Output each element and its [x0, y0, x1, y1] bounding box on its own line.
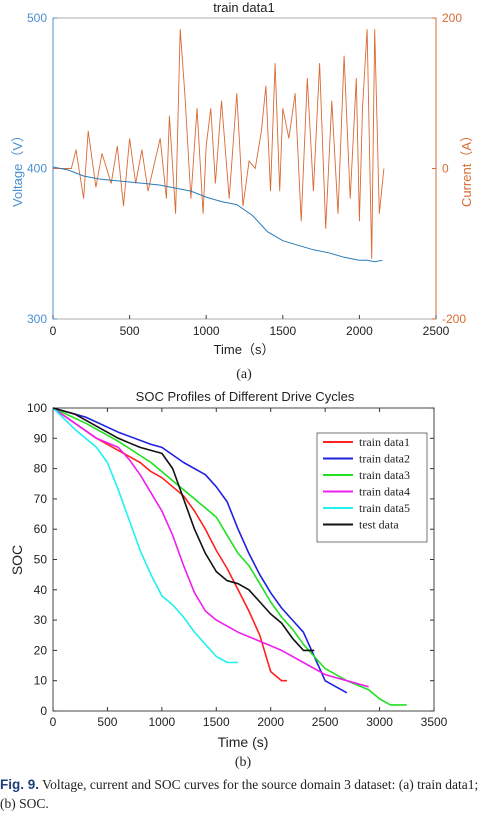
chart-a-xtick-label: 1000 [193, 324, 220, 338]
chart-b-legend-label-train-data2: train data2 [359, 452, 410, 466]
chart-b-ytick-label: 30 [34, 613, 48, 627]
chart-b-legend-label-train-data1: train data1 [359, 435, 410, 449]
chart-b-xtick-label: 3000 [366, 715, 393, 729]
chart-b-line-train-data2 [52, 407, 348, 694]
chart-b-legend-label-train-data3: train data3 [359, 468, 410, 482]
chart-b-ytick-label: 80 [34, 462, 48, 476]
chart-b-ytick-label: 70 [34, 492, 48, 506]
chart-b-xtick-label: 0 [50, 715, 57, 729]
chart-b-ylabel: SOC [9, 545, 25, 575]
chart-a-xtick-label: 2500 [423, 324, 450, 338]
chart-a-current-line [53, 29, 385, 259]
chart-a-xtick-label: 1500 [269, 324, 296, 338]
chart-b-line-train-data4 [52, 407, 369, 688]
chart-b-ytick-label: 20 [34, 643, 48, 657]
chart-a-title: train data1 [213, 0, 274, 15]
chart-a-yleft-tick-label: 300 [27, 312, 47, 326]
chart-b-xtick-label: 3500 [421, 715, 448, 729]
chart-b-ytick-label: 40 [34, 583, 48, 597]
chart-b-legend-label-train-data5: train data5 [359, 501, 410, 515]
chart-a-sublabel: (a) [236, 367, 252, 382]
chart-b-sublabel: (b) [235, 755, 252, 770]
figure-caption: Fig. 9. Voltage, current and SOC curves … [0, 775, 486, 813]
chart-b-line-train-data5 [52, 407, 239, 664]
chart-b-ytick-label: 60 [34, 522, 48, 536]
figure-caption-label: Fig. 9. [0, 777, 40, 792]
chart-b-title: SOC Profiles of Different Drive Cycles [136, 389, 355, 404]
chart-b-legend-label-train-data4: train data4 [359, 485, 410, 499]
chart-a-ylabel-right: Current（A） [459, 129, 474, 207]
chart-b-xtick-label: 2000 [257, 715, 284, 729]
chart-b-ytick-label: 10 [34, 674, 48, 688]
chart-b-ytick-label: 100 [27, 401, 47, 415]
chart-b-line-train-data3 [52, 407, 407, 706]
figure-caption-text: Voltage, current and SOC curves for the … [0, 777, 479, 811]
chart-b-xtick-label: 2500 [312, 715, 339, 729]
chart-b-xlabel: Time (s) [218, 734, 269, 750]
chart-b-ytick-label: 50 [34, 553, 48, 567]
chart-a-xtick-label: 2000 [346, 324, 373, 338]
chart-b-xtick-label: 1500 [203, 715, 230, 729]
chart-b-legend-label-test-data: test data [359, 518, 399, 532]
chart-a-yright-tick-label: -200 [442, 312, 466, 326]
chart-a-yleft-tick-label: 500 [27, 11, 47, 25]
chart-a: train data1 0 500 1000 1500 2000 2500 3004005… [10, 0, 474, 382]
chart-b-ytick-label: 90 [34, 431, 48, 445]
chart-a-yleft-tick-label: 400 [27, 162, 47, 176]
chart-b-line-test-data [52, 407, 315, 652]
chart-a-ylabel-left: Voltage（V） [10, 129, 25, 207]
chart-b-line-train-data1 [52, 407, 287, 682]
chart-a-yright-tick-label: 200 [442, 11, 462, 25]
chart-a-xtick-label: 0 [50, 324, 57, 338]
chart-b-xtick-label: 1000 [149, 715, 176, 729]
chart-b-legend: train data1 train data2 train data3 train d… [316, 432, 428, 543]
chart-b-xtick-label: 500 [97, 715, 117, 729]
chart-a-xtick-label: 500 [120, 324, 140, 338]
chart-a-xlabel: Time（s） [214, 342, 275, 357]
chart-b: SOC Profiles of Different Drive Cycles 0… [9, 389, 448, 770]
chart-b-ytick-label: 0 [40, 704, 47, 718]
chart-a-yright-tick-label: 0 [442, 162, 449, 176]
chart-a-voltage-line [52, 166, 383, 263]
